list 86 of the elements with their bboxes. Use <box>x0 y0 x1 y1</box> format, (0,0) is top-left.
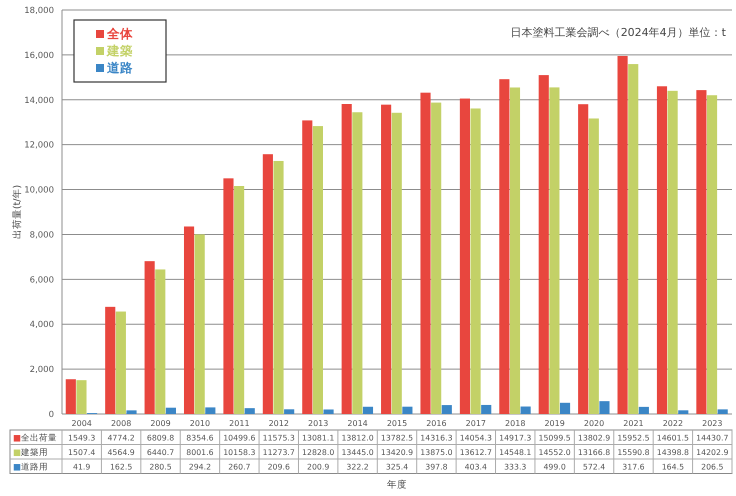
x-tick-label: 2021 <box>623 419 644 428</box>
bar <box>402 406 412 414</box>
bar <box>499 79 510 414</box>
bar <box>481 404 492 414</box>
y-axis-title: 出荷量(t/年) <box>11 184 23 240</box>
bar <box>520 406 531 414</box>
bar <box>234 186 244 414</box>
x-tick-label: 2016 <box>426 419 447 428</box>
bar <box>706 95 718 414</box>
bar <box>302 120 312 414</box>
bar <box>718 409 728 414</box>
legend-label: 道路 <box>107 60 133 75</box>
bar <box>352 112 362 414</box>
y-tick-label: 18,000 <box>24 6 54 16</box>
text: ■道路用 <box>13 462 48 472</box>
bar <box>223 178 234 414</box>
bar <box>510 87 520 414</box>
bar <box>578 104 588 414</box>
y-tick-label: 10,000 <box>24 186 54 196</box>
bar <box>470 108 481 414</box>
bar <box>381 104 392 414</box>
text: 年度 <box>387 478 407 490</box>
x-tick-label: 2022 <box>662 419 684 428</box>
bar <box>549 87 560 414</box>
bar <box>205 407 216 414</box>
y-tick-label: 12,000 <box>24 140 54 151</box>
bar <box>105 306 116 414</box>
y-tick-label: 0 <box>48 410 54 420</box>
text: ■全出荷量 <box>13 432 58 444</box>
x-tick-label: 2013 <box>308 419 328 428</box>
bar <box>460 98 470 414</box>
x-tick-label: 2020 <box>584 419 604 428</box>
x-tick-label: 2010 <box>190 419 210 428</box>
bar <box>392 112 402 414</box>
bar <box>638 406 649 414</box>
x-tick-label: 2012 <box>268 419 289 428</box>
y-tick-label: 14,000 <box>24 96 54 106</box>
legend-label: 全体 <box>106 26 134 41</box>
bar <box>244 408 255 414</box>
bar <box>420 92 431 414</box>
bar <box>116 312 126 414</box>
y-tick-label: 8,000 <box>30 230 54 240</box>
x-tick-label: 2023 <box>702 419 722 428</box>
bar <box>66 379 76 414</box>
y-tick-label: 16,000 <box>24 50 54 61</box>
bar <box>144 261 155 414</box>
bar <box>588 118 599 414</box>
x-tick-label: 2018 <box>505 419 526 428</box>
bar <box>126 410 137 414</box>
x-tick-label: 2019 <box>544 419 565 428</box>
bar <box>656 86 668 414</box>
x-tick-label: 2017 <box>466 419 486 428</box>
legend-label: 建築 <box>106 43 133 58</box>
x-tick-label: 2009 <box>150 419 171 428</box>
bar <box>155 269 166 414</box>
x-tick-label: 2008 <box>110 419 132 428</box>
bar <box>76 380 87 414</box>
bar <box>538 75 549 414</box>
bar <box>342 104 352 414</box>
bar <box>166 408 176 414</box>
bar <box>599 401 610 414</box>
bar <box>696 90 706 414</box>
bar <box>678 410 688 414</box>
bar <box>312 126 323 414</box>
annotation: 日本塗料工業会調べ（2024年4月）単位：t <box>510 26 727 39</box>
bar <box>560 402 570 414</box>
bar <box>431 102 442 414</box>
bar <box>184 226 194 414</box>
x-tick-label: 2014 <box>347 419 368 428</box>
bar <box>323 409 334 414</box>
bar <box>284 409 294 414</box>
y-tick-label: 4,000 <box>30 320 54 330</box>
bar <box>442 405 452 414</box>
text: ■建築用 <box>13 447 48 458</box>
y-tick-label: 6,000 <box>30 275 54 286</box>
bar <box>273 160 284 414</box>
x-tick-label: 2004 <box>72 419 92 428</box>
bar <box>668 90 678 414</box>
bar <box>194 234 205 414</box>
y-tick-label: 2,000 <box>30 365 54 376</box>
bar <box>262 154 273 414</box>
bar <box>618 56 628 414</box>
x-tick-label: 2011 <box>229 419 250 428</box>
bar <box>628 64 638 414</box>
bar <box>362 406 374 414</box>
x-tick-label: 2015 <box>386 419 408 428</box>
